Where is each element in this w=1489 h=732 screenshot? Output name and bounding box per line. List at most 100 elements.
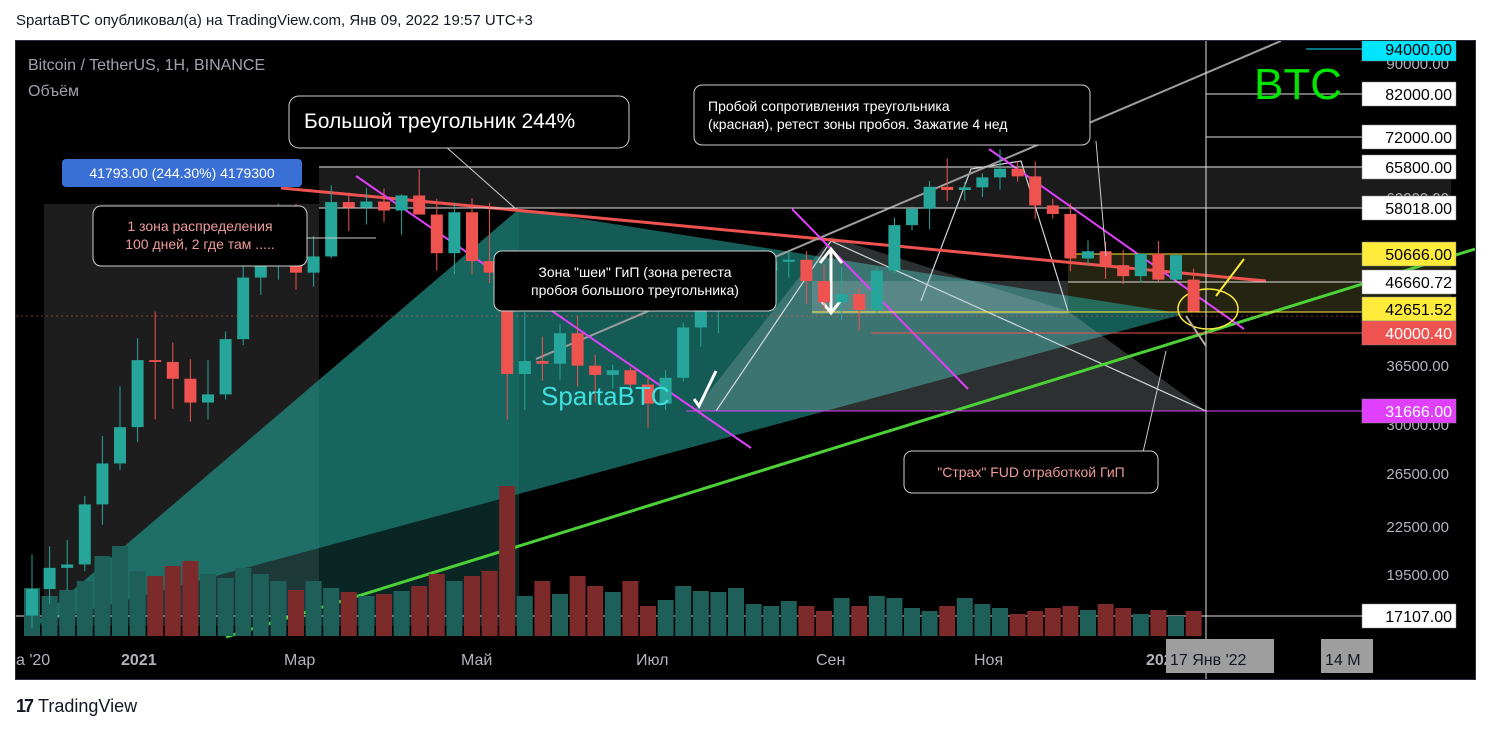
candle: [219, 331, 232, 400]
candle: [378, 188, 390, 223]
head-shape: [920, 160, 1069, 312]
candle: [642, 374, 654, 429]
volume-bar: [851, 606, 868, 636]
candle: [659, 370, 672, 410]
candle: [958, 182, 971, 201]
candle: [835, 267, 848, 321]
candle: [694, 306, 707, 347]
annotation-breakout[interactable]: Пробой сопротивления треугольника (красна…: [693, 84, 1091, 146]
volume-bar: [340, 592, 357, 636]
candle: [1117, 249, 1130, 284]
volume-label: Объём: [28, 83, 79, 100]
volume-bar: [446, 581, 463, 636]
volume-bar: [112, 546, 128, 636]
price-level-text: 65800.00: [1385, 160, 1452, 177]
candle: [131, 338, 144, 442]
x-tick: 17 Янв '22: [1166, 639, 1274, 673]
volume-bar: [428, 574, 445, 636]
yellow-arrow: [1215, 258, 1245, 297]
candle: [677, 322, 690, 382]
candle: [571, 316, 584, 387]
price-level-text: 94000.00: [1385, 42, 1452, 59]
price-level-label: 46660.72: [1361, 269, 1457, 295]
volume-bar: [552, 594, 568, 636]
annotation-big-triangle[interactable]: Большой треугольник 244%: [288, 95, 630, 149]
volume-bar: [270, 581, 287, 636]
x-tick-text: Мар: [284, 652, 315, 669]
volume-bar: [1044, 608, 1061, 636]
resistance-line-red: [280, 186, 1267, 283]
volume-bar: [886, 598, 903, 636]
footer: 17 TradingView: [16, 696, 137, 717]
volume-bar: [657, 600, 674, 636]
price-level-text: 40000.40: [1385, 326, 1452, 343]
author-tag: SpartaBTC: [541, 381, 670, 411]
pointer-triangle: [435, 137, 517, 210]
candle: [1064, 203, 1077, 272]
volume-bar: [41, 596, 58, 636]
price-level-text: 42651.52: [1385, 302, 1452, 319]
x-tick: Ноя: [974, 652, 1003, 669]
annotation-distribution[interactable]: 1 зона распределения 100 дней, 2 где там …: [92, 205, 308, 267]
volume-bar: [974, 604, 991, 636]
chart-canvas[interactable]: Большой треугольник 244% 1 зона распреде…: [16, 41, 1475, 679]
arrow-up-head: [818, 246, 844, 264]
checkmark-arrow: [692, 370, 718, 409]
pointer-breakout: [1095, 140, 1107, 257]
candle: [1134, 253, 1147, 283]
candle: [1082, 240, 1094, 266]
volume-bar: [1009, 614, 1026, 636]
candle: [800, 251, 813, 304]
candle: [1170, 253, 1182, 281]
neck-zone: [812, 281, 1068, 314]
annotation-fud[interactable]: "Страх" FUD отработкой ГиП: [903, 450, 1159, 494]
x-tick-text: 2021: [121, 652, 157, 669]
volume-bar: [288, 590, 304, 636]
chart-panel[interactable]: Большой треугольник 244% 1 зона распреде…: [15, 40, 1476, 680]
price-level-label: 50666.00: [1361, 241, 1457, 267]
volume-bar: [182, 561, 199, 636]
support-line-green: [225, 247, 1475, 639]
candle: [1046, 198, 1059, 219]
price-level-label: 72000.00: [1361, 124, 1457, 150]
candle: [1187, 268, 1200, 313]
candle: [149, 311, 162, 420]
candle: [78, 496, 91, 572]
candle: [906, 206, 918, 231]
volume-bar: [745, 604, 762, 636]
volume-bar: [675, 586, 692, 636]
volume-bar: [200, 574, 216, 636]
annotation-neck[interactable]: Зона "шеи" ГиП (зона ретеста пробоя больш…: [493, 250, 777, 312]
candle: [994, 149, 1006, 190]
volume-bar: [1097, 604, 1114, 636]
candle: [43, 546, 56, 604]
candle: [518, 312, 531, 410]
candle: [853, 288, 866, 331]
measure-label[interactable]: 41793.00 (244.30%) 4179300: [62, 159, 302, 187]
volume-bar: [921, 611, 938, 636]
volume-bar: [217, 578, 234, 636]
candle: [202, 360, 214, 420]
volume-bar: [411, 586, 428, 636]
price-level-text: 17107.00: [1385, 609, 1452, 626]
volume-bar: [798, 606, 815, 636]
measure-label-text: 41793.00 (244.30%) 4179300: [89, 165, 274, 181]
volume-bar: [992, 608, 1008, 636]
x-tick-text: Июл: [636, 652, 668, 669]
x-tick: a '20: [16, 652, 50, 669]
candle: [483, 202, 496, 284]
annotation-distribution-text: 1 зона распределения 100 дней, 2 где там …: [125, 218, 275, 252]
candle: [413, 169, 426, 215]
x-tick-text: Сен: [816, 652, 845, 669]
candle: [554, 324, 566, 380]
candle: [307, 236, 320, 287]
x-tick-text: a '20: [16, 652, 50, 669]
volume-bar: [604, 592, 621, 636]
price-level-text: 82000.00: [1385, 87, 1452, 104]
volume-bar: [728, 588, 744, 636]
candle: [888, 217, 901, 274]
volume-bars: [24, 486, 1202, 636]
tradingview-logo-icon: 17: [16, 696, 34, 716]
footer-brand: TradingView: [38, 696, 138, 716]
